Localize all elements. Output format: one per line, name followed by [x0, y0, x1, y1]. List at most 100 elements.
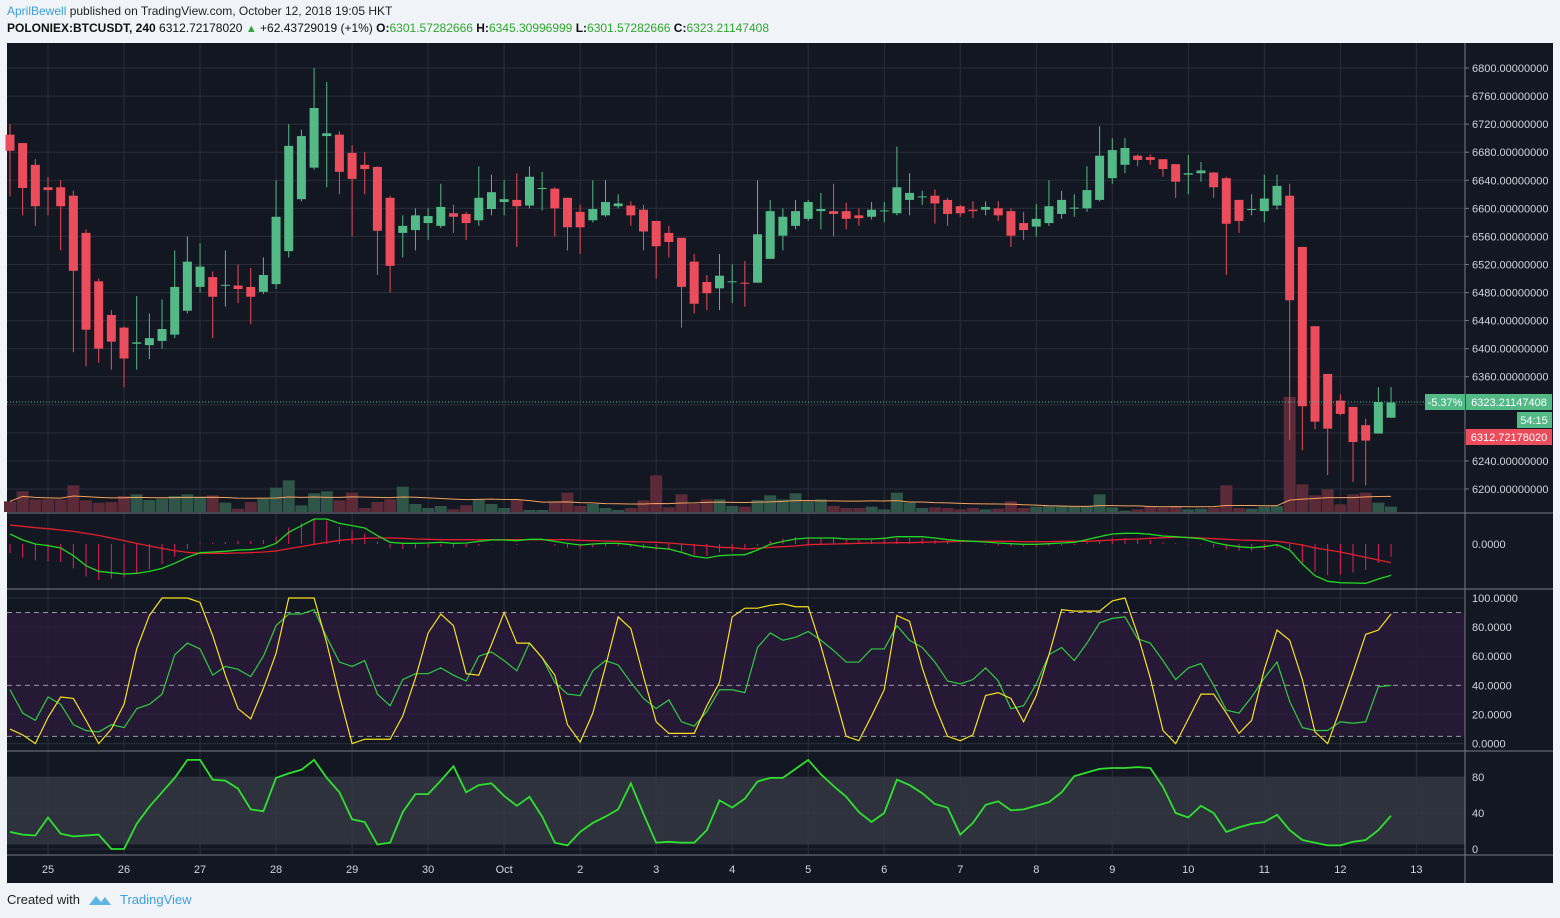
- candle-body: [841, 211, 851, 219]
- price-tick-label: 6400.00000000: [1472, 344, 1548, 356]
- volume-bar: [726, 506, 739, 512]
- rsi-line: [9, 758, 1392, 850]
- candle-body: [410, 215, 420, 231]
- candle-body: [119, 327, 129, 359]
- candle-body: [753, 234, 763, 283]
- volume-bar: [688, 504, 701, 512]
- candle-body: [968, 209, 978, 212]
- volume-bar: [1283, 397, 1296, 512]
- volume-bar: [143, 500, 156, 512]
- volume-bar: [979, 509, 992, 512]
- volume-bar: [878, 509, 891, 512]
- time-tick-label: 12: [1334, 864, 1346, 876]
- stoch-tick-label: 20.0000: [1472, 709, 1512, 721]
- time-tick-label: 8: [1033, 864, 1039, 876]
- candle-body: [423, 216, 433, 224]
- price-tick-label: 6200.00000000: [1472, 484, 1548, 496]
- candle-body: [448, 213, 458, 217]
- volume-bar: [257, 498, 270, 512]
- time-tick-label: 2: [577, 864, 583, 876]
- time-tick-label: 4: [729, 864, 735, 876]
- volume-bar: [308, 493, 321, 512]
- tradingview-link[interactable]: TradingView: [119, 892, 192, 907]
- rsi-tick-label: 0: [1472, 844, 1478, 856]
- volume-bar: [586, 504, 599, 512]
- candle-body: [1082, 190, 1092, 209]
- volume-bar: [599, 508, 612, 512]
- volume-bar: [1118, 510, 1131, 512]
- candle-body: [284, 145, 294, 252]
- candlestick-series[interactable]: [5, 68, 1396, 486]
- symbol-title[interactable]: POLONIEX:BTCUSDT, 240: [7, 21, 156, 35]
- candle-body: [1323, 373, 1333, 429]
- volume-bar: [510, 499, 523, 512]
- candle-body: [1361, 425, 1371, 441]
- candle-body: [30, 164, 40, 207]
- time-tick-label: 6: [881, 864, 887, 876]
- volume-bar: [1068, 506, 1081, 512]
- candle-body: [715, 275, 725, 289]
- volume-bar: [1182, 509, 1195, 512]
- candle-body: [385, 197, 395, 266]
- volume-bar: [650, 475, 663, 512]
- volume-bar: [1347, 494, 1360, 512]
- candle-body: [1158, 159, 1168, 170]
- volume-bar: [827, 506, 840, 512]
- candle-body: [170, 286, 180, 335]
- candle-body: [1209, 172, 1219, 188]
- price-tick-label: 6480.00000000: [1472, 288, 1548, 300]
- volume-bar: [1004, 501, 1017, 512]
- candle-body: [18, 143, 28, 188]
- high-value: 6345.30996999: [488, 21, 573, 35]
- price-labels: -5.37% 6323.21147408 54:15 6312.72178020: [7, 394, 1552, 445]
- low-value: 6301.57282666: [587, 21, 671, 35]
- volume-bar: [776, 499, 789, 512]
- candle-body: [1069, 207, 1079, 209]
- candle-body: [1145, 157, 1155, 160]
- candle-body: [917, 196, 927, 198]
- volume-bar: [1271, 506, 1283, 512]
- candle-body: [562, 197, 572, 228]
- author-link[interactable]: AprilBewell: [7, 4, 67, 18]
- volume-bar: [244, 502, 257, 512]
- change-pct-text: -5.37%: [1428, 397, 1463, 409]
- open-label: O:: [376, 21, 390, 35]
- volume-bar: [903, 502, 916, 512]
- volume-bar: [42, 499, 55, 512]
- close-price-text: 6323.21147408: [1471, 397, 1547, 409]
- time-tick-label: 25: [42, 864, 54, 876]
- volume-bar: [156, 498, 169, 512]
- volume-bar: [181, 494, 194, 512]
- candle-body: [1221, 178, 1231, 224]
- countdown-text: 54:15: [1520, 415, 1548, 427]
- candle-body: [1234, 199, 1244, 221]
- price-tick-label: 6520.00000000: [1472, 259, 1548, 271]
- candle-body: [981, 206, 991, 210]
- volume-bar: [1359, 492, 1372, 512]
- rsi-pane: [9, 758, 1392, 850]
- volume-bar: [333, 500, 346, 512]
- close-label: C:: [673, 21, 687, 35]
- candle-body: [1171, 164, 1181, 182]
- volume-bar: [624, 508, 637, 512]
- candle-body: [144, 338, 154, 346]
- candle-body: [1031, 218, 1041, 227]
- price-axis[interactable]: 6800.00000000 6760.00000000 6720.00000000 6…: [1465, 63, 1548, 856]
- candle-body: [943, 199, 953, 214]
- candle-body: [81, 232, 91, 330]
- stoch-tick-label: 100.0000: [1472, 593, 1518, 605]
- volume-bar: [548, 502, 561, 512]
- volume-bar: [472, 499, 485, 512]
- volume-bar: [789, 493, 802, 512]
- candle-body: [398, 225, 408, 233]
- volume-bar: [536, 510, 549, 512]
- time-axis[interactable]: 25 26 27 28 29 30 Oct 2 3 4 5 6 7 8 9 10 11 12 13: [42, 864, 1423, 876]
- candle-body: [334, 134, 344, 172]
- candle-body: [993, 208, 1003, 216]
- macd-signal-line: [9, 524, 1392, 564]
- stoch-tick-label: 60.0000: [1472, 651, 1512, 663]
- macd-tick-label: 0.0000: [1472, 539, 1506, 551]
- candle-body: [246, 286, 256, 297]
- stoch-rsi-pane: [9, 597, 1392, 745]
